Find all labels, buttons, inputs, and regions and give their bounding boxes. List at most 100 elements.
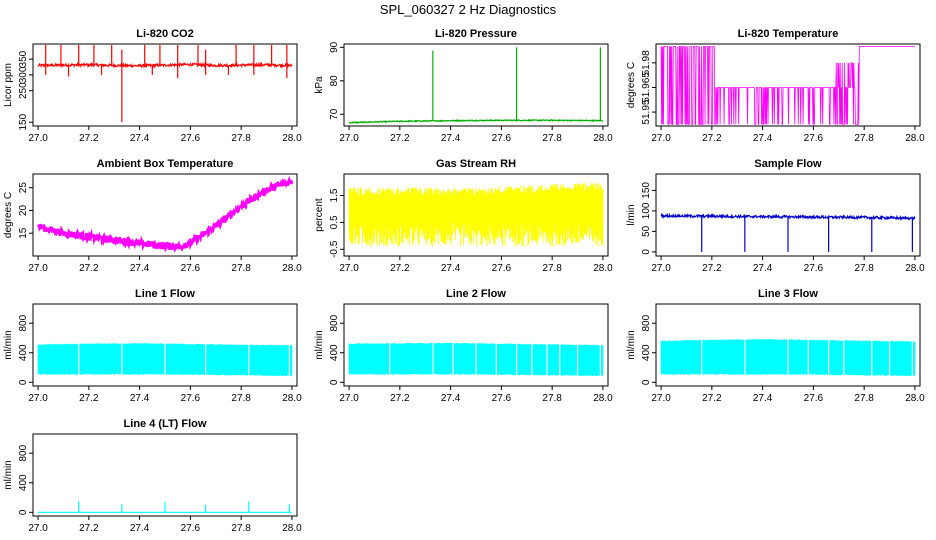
y-tick-label: 90 <box>329 41 340 53</box>
x-tick-label: 27.8 <box>231 393 251 404</box>
y-tick-label: 250 <box>18 82 29 99</box>
x-tick-label: 27.6 <box>804 133 824 144</box>
x-tick-label: 27.2 <box>390 133 410 144</box>
chart-panel-9: Line 3 Flow 27.0 27.2 27.4 27.6 27.8 28.0 0 400 8… <box>626 288 925 404</box>
chart-panel-5: Gas Stream RH 27.0 27.2 27.4 27.6 27.8 28.0 -0.… <box>314 158 613 274</box>
x-tick-label: 28.0 <box>593 393 613 404</box>
x-tick-label: 28.0 <box>905 393 925 404</box>
panel-title: Line 2 Flow <box>446 288 506 300</box>
series-layer <box>37 342 293 378</box>
y-axis-label: kPa <box>314 76 325 94</box>
x-tick-label: 27.6 <box>181 393 201 404</box>
x-tick-label: 28.0 <box>905 133 925 144</box>
x-tick-label: 27.4 <box>441 263 461 274</box>
series-layer <box>38 501 292 513</box>
y-tick-label: 100 <box>641 202 652 219</box>
x-tick-label: 27.4 <box>130 393 150 404</box>
y-axis-label: l/min <box>626 204 637 225</box>
panel-title: Sample Flow <box>754 158 822 170</box>
series-line <box>37 61 293 69</box>
series-layer <box>36 175 294 253</box>
x-tick-label: 27.8 <box>854 393 874 404</box>
y-tick-label: 150 <box>641 182 652 199</box>
plot-frame <box>32 303 298 387</box>
y-tick-label: -0.5 <box>329 240 340 258</box>
panel-title: Line 1 Flow <box>135 288 195 300</box>
x-tick-label: 27.0 <box>28 523 48 534</box>
chart-panel-4: Ambient Box Temperature 27.0 27.2 27.4 27.6 2… <box>3 158 302 274</box>
x-tick-label: 27.0 <box>28 263 48 274</box>
x-tick-label: 27.6 <box>492 263 512 274</box>
panel-title: Line 3 Flow <box>758 288 818 300</box>
y-axis-label: degrees C <box>3 192 14 238</box>
y-tick-label: 0.5 <box>329 215 340 229</box>
panel-title: Ambient Box Temperature <box>97 158 234 170</box>
panel-title: Li-820 Pressure <box>435 28 517 40</box>
chart-panel-10: Line 4 (LT) Flow 27.0 27.2 27.4 27.6 27.8 28.0… <box>3 418 302 534</box>
x-tick-label: 27.0 <box>339 263 359 274</box>
y-tick-label: 350 <box>18 50 29 67</box>
chart-panel-8: Line 2 Flow 27.0 27.2 27.4 27.6 27.8 28.0 0 400 8… <box>314 288 613 404</box>
x-tick-label: 27.2 <box>79 393 99 404</box>
y-tick-label: 400 <box>18 474 29 491</box>
x-tick-label: 27.2 <box>390 263 410 274</box>
x-tick-label: 28.0 <box>282 133 302 144</box>
series-layer <box>348 182 604 247</box>
panel-title: Line 4 (LT) Flow <box>124 418 207 430</box>
x-tick-label: 27.6 <box>181 133 201 144</box>
x-tick-label: 27.4 <box>753 263 773 274</box>
x-tick-label: 27.2 <box>79 263 99 274</box>
series-line <box>348 182 604 247</box>
plot-frame <box>655 303 921 387</box>
panel-title: Gas Stream RH <box>436 158 516 170</box>
x-tick-label: 28.0 <box>282 393 302 404</box>
chart-panel-1: Li-820 CO2 27.0 27.2 27.4 27.6 27.8 28.0 150 250… <box>3 28 302 144</box>
x-tick-label: 28.0 <box>593 133 613 144</box>
x-tick-label: 28.0 <box>593 263 613 274</box>
chart-panel-6: Sample Flow 27.0 27.2 27.4 27.6 27.8 28.0 0 50 10… <box>626 158 925 274</box>
page-title: SPL_060327 2 Hz Diagnostics <box>379 2 557 17</box>
x-tick-label: 27.2 <box>702 263 722 274</box>
x-tick-label: 28.0 <box>282 263 302 274</box>
x-tick-label: 27.4 <box>130 263 150 274</box>
series-layer <box>348 341 604 378</box>
y-tick-label: 0 <box>329 379 340 385</box>
chart-panel-2: Li-820 Pressure 27.0 27.2 27.4 27.6 27.8 28.0 7… <box>314 28 613 144</box>
series-layer <box>660 212 916 252</box>
x-tick-label: 27.4 <box>753 133 773 144</box>
series-line <box>660 46 915 125</box>
y-tick-label: 800 <box>329 314 340 331</box>
x-tick-label: 28.0 <box>905 263 925 274</box>
y-axis-label: ml/min <box>314 330 325 359</box>
y-tick-label: 800 <box>641 314 652 331</box>
x-tick-label: 27.6 <box>804 263 824 274</box>
x-tick-label: 27.8 <box>231 133 251 144</box>
y-tick-label: 400 <box>18 344 29 361</box>
x-tick-label: 27.2 <box>702 133 722 144</box>
y-tick-label: 300 <box>18 66 29 83</box>
y-tick-label: 800 <box>18 444 29 461</box>
panel-title: Li-820 CO2 <box>136 28 193 40</box>
series-layer <box>37 44 293 123</box>
x-tick-label: 27.8 <box>854 133 874 144</box>
x-tick-label: 27.0 <box>339 133 359 144</box>
x-tick-label: 27.8 <box>542 263 562 274</box>
plot-frame <box>32 433 298 517</box>
y-tick-label: 51.95 <box>641 99 652 124</box>
plot-frame <box>655 173 921 257</box>
x-tick-label: 27.2 <box>79 133 99 144</box>
y-tick-label: 0 <box>18 509 29 515</box>
x-tick-label: 28.0 <box>282 523 302 534</box>
series-layer <box>660 338 916 378</box>
x-tick-label: 27.4 <box>441 133 461 144</box>
y-axis-label: percent <box>314 198 325 232</box>
y-axis-label: ml/min <box>3 460 14 489</box>
y-tick-label: 150 <box>18 113 29 130</box>
y-tick-label: 70 <box>329 108 340 120</box>
x-tick-label: 27.8 <box>542 133 562 144</box>
x-tick-label: 27.6 <box>492 393 512 404</box>
y-tick-label: 15 <box>18 227 29 239</box>
x-tick-label: 27.6 <box>492 133 512 144</box>
x-tick-label: 27.4 <box>130 523 150 534</box>
